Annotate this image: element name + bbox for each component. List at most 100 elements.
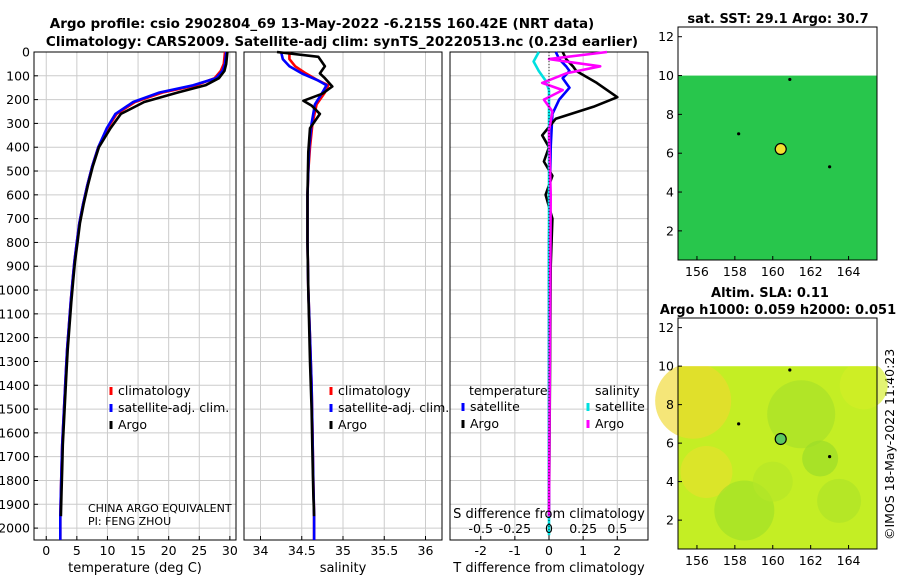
y-tick-label: 1100 — [0, 306, 30, 321]
track-point — [788, 77, 792, 82]
x-tick-label: 162 — [799, 264, 823, 279]
x-tick-label: 164 — [837, 553, 861, 568]
y-tick-label: 0 — [22, 45, 30, 60]
sla-anomaly-blob — [817, 478, 862, 523]
x-tick-label: 35.5 — [370, 543, 398, 558]
x-tick-label: 15 — [130, 543, 146, 558]
difference-panel: -2 -1 0 1 2 T difference from climatology S di… — [449, 50, 649, 576]
legend-label-climatology: climatology — [338, 383, 411, 398]
legend-label-climatology: climatology — [118, 383, 191, 398]
sla-anomaly-blob — [802, 440, 839, 477]
sla-anomaly-blob — [839, 361, 888, 410]
series-line-t-argo — [540, 51, 619, 517]
x-tick-label: 160 — [761, 553, 785, 568]
x-tick-label: 34.5 — [288, 543, 316, 558]
x-tick-label: 156 — [685, 264, 709, 279]
salinity-xlabel: salinity — [320, 561, 367, 576]
x-tick-label: 162 — [799, 553, 823, 568]
track-point — [788, 368, 792, 372]
y-tick-label: 100 — [6, 68, 30, 83]
sla-anomaly-blob — [752, 461, 793, 502]
legend-title-salinity: salinity — [595, 383, 640, 398]
x-tick-label: 2 — [613, 543, 621, 558]
x-tick-label: 164 — [837, 264, 861, 279]
y-tick-label: 2 — [666, 513, 674, 528]
track-point — [737, 422, 741, 426]
sla-anomaly-blob — [767, 380, 836, 449]
sst-map-axes-frame — [677, 26, 878, 261]
difference-xlabel: T difference from climatology — [452, 561, 645, 576]
y-tick-label: 6 — [666, 146, 674, 161]
y-tick-label: 200 — [6, 92, 30, 107]
x-tick-label: 20 — [161, 543, 177, 558]
y-tick-label: 8 — [666, 397, 674, 412]
legend-label-t-satellite: satellite — [470, 399, 520, 414]
salinity-tick-label: -0.5 — [469, 521, 493, 536]
sla-map-panel: 156 158 160 162 164 2 4 6 8 10 12 Altim. SLA: 0.11 A… — [655, 286, 896, 568]
series-line-climatology — [58, 51, 227, 540]
figure-title-line2: Climatology: CARS2009. Satellite-adj cli… — [46, 34, 638, 50]
x-tick-label: 10 — [100, 543, 116, 558]
x-tick-label: 34 — [253, 543, 269, 558]
sla-anomaly-blob — [655, 362, 732, 439]
x-tick-label: -2 — [474, 543, 486, 558]
salinity-tick-label: 0 — [545, 521, 553, 536]
track-point — [828, 455, 832, 459]
x-tick-label: 35 — [335, 543, 351, 558]
sst-map-panel: 156 158 160 162 164 2 4 6 8 10 12 sat. SST: 29.1 Ar… — [658, 12, 878, 279]
y-tick-label: 1700 — [0, 449, 30, 464]
sst-map-no-data-band — [678, 27, 877, 76]
legend-label-satellite: satellite-adj. clim. — [338, 400, 449, 415]
sla-map-title: Altim. SLA: 0.11 — [711, 286, 829, 301]
y-tick-label: 1200 — [0, 330, 30, 345]
sla-map-axes-frame — [677, 317, 878, 550]
y-tick-label: 500 — [6, 164, 30, 179]
y-tick-label: 12 — [658, 320, 674, 335]
y-tick-label: 12 — [658, 29, 674, 44]
temperature-xlabel: temperature (deg C) — [68, 561, 202, 576]
legend-label-argo: Argo — [338, 417, 367, 432]
float-pi-label: PI: FENG ZHOU — [88, 515, 171, 528]
y-tick-label: 700 — [6, 211, 30, 226]
y-tick-label: 400 — [6, 140, 30, 155]
series-line-satellite-adj-clim- — [279, 51, 328, 540]
y-tick-label: 6 — [666, 436, 674, 451]
x-tick-label: 36 — [418, 543, 434, 558]
argo-float-marker — [774, 432, 787, 446]
legend-label-t-argo: Argo — [470, 416, 499, 431]
imos-timestamp: ©IMOS 18-May-2022 11:40:23 — [882, 349, 897, 540]
legend-label-s-1: Argo — [595, 416, 624, 431]
series-line-argo — [59, 51, 229, 517]
y-tick-label: 2 — [666, 223, 674, 238]
salinity-tick-label: -0.25 — [499, 521, 531, 536]
legend-label-argo: Argo — [118, 417, 147, 432]
legend-label-s-0: satellite — [595, 399, 645, 414]
x-tick-label: 30 — [222, 543, 238, 558]
y-tick-label: 1800 — [0, 473, 30, 488]
y-tick-label: 1300 — [0, 354, 30, 369]
legend-label-satellite: satellite-adj. clim. — [118, 400, 229, 415]
legend-title-temperature: temperature — [469, 383, 548, 398]
y-tick-label: 8 — [666, 107, 674, 122]
series-line-satellite-adj-clim- — [58, 51, 228, 540]
track-point — [828, 165, 832, 169]
figure-title-line1: Argo profile: csio 2902804_69 13-May-202… — [50, 16, 594, 32]
y-tick-label: 1500 — [0, 402, 30, 417]
y-tick-label: 1600 — [0, 425, 30, 440]
x-tick-label: -1 — [509, 543, 521, 558]
x-tick-label: 160 — [761, 264, 785, 279]
argo-float-marker — [774, 142, 787, 156]
track-point — [737, 132, 741, 136]
x-tick-label: 1 — [579, 543, 587, 558]
sla-map-no-data-band — [678, 318, 877, 367]
sst-field — [678, 75, 877, 261]
temperature-axes-frame — [33, 51, 237, 541]
y-tick-label: 1400 — [0, 378, 30, 393]
y-tick-label: 1900 — [0, 497, 30, 512]
y-tick-label: 4 — [666, 185, 674, 200]
temperature-panel: 0100200300400500600700800900100011001200… — [0, 45, 238, 577]
series-line-s-argo — [540, 50, 608, 517]
x-tick-label: 0 — [42, 543, 50, 558]
x-tick-label: 156 — [685, 553, 709, 568]
